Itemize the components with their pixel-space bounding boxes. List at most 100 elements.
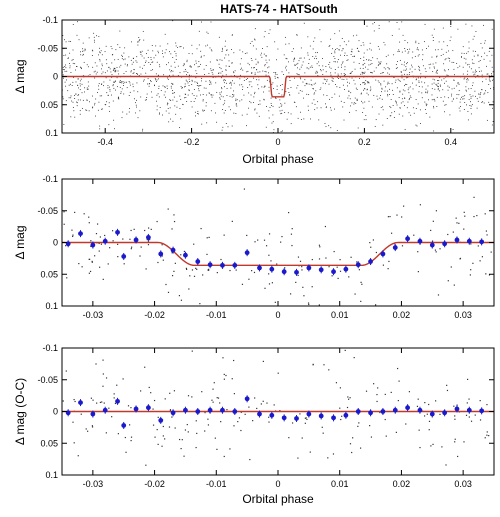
raw-point: [223, 86, 225, 88]
x-tick-label: 0.2: [358, 137, 371, 147]
raw-point: [141, 55, 143, 57]
raw-point: [199, 303, 201, 305]
raw-point: [335, 84, 336, 85]
y-tick-label: 0: [53, 72, 58, 82]
raw-point: [251, 270, 253, 272]
raw-point: [277, 77, 279, 79]
raw-point: [149, 238, 151, 241]
raw-point: [385, 86, 387, 88]
raw-point: [368, 82, 370, 84]
raw-point: [380, 84, 382, 86]
y-tick-label: 0.1: [45, 470, 58, 480]
raw-point: [275, 72, 277, 73]
raw-point: [370, 436, 373, 438]
raw-point: [349, 73, 351, 74]
raw-point: [382, 264, 385, 266]
raw-point: [88, 110, 90, 112]
raw-point: [254, 91, 256, 93]
raw-point: [149, 83, 151, 84]
raw-point: [146, 53, 147, 55]
raw-point: [147, 83, 149, 85]
raw-point: [152, 408, 154, 410]
raw-point: [187, 431, 189, 433]
raw-point: [139, 39, 141, 41]
raw-point: [322, 74, 324, 75]
raw-point: [268, 33, 270, 34]
raw-point: [336, 129, 338, 131]
raw-point: [108, 407, 110, 409]
raw-point: [284, 267, 286, 269]
raw-point: [365, 114, 367, 116]
raw-point: [288, 211, 290, 214]
raw-point: [235, 104, 237, 106]
raw-point: [459, 257, 462, 260]
raw-point: [144, 229, 146, 232]
raw-point: [218, 36, 220, 38]
raw-point: [203, 68, 205, 70]
raw-point: [464, 95, 466, 97]
raw-point: [165, 110, 167, 112]
raw-point: [82, 42, 84, 44]
raw-point: [350, 72, 352, 74]
raw-point: [418, 42, 420, 44]
raw-point: [465, 58, 467, 60]
raw-point: [385, 68, 387, 70]
raw-point: [415, 84, 417, 86]
raw-point: [142, 30, 144, 32]
raw-point: [449, 114, 451, 116]
raw-point: [433, 82, 435, 84]
raw-point: [138, 41, 140, 43]
raw-point: [101, 83, 103, 85]
raw-point: [244, 413, 246, 415]
raw-point: [268, 59, 270, 61]
raw-point: [223, 112, 225, 114]
raw-point: [459, 110, 461, 112]
binned-point: [78, 231, 83, 237]
raw-point: [115, 70, 117, 72]
raw-point: [446, 45, 448, 47]
raw-point: [114, 402, 117, 405]
raw-point: [75, 81, 77, 83]
raw-point: [427, 85, 429, 87]
raw-point: [155, 54, 157, 56]
raw-point: [331, 79, 333, 81]
raw-point: [253, 271, 256, 274]
raw-point: [340, 100, 342, 102]
raw-point: [270, 97, 272, 99]
raw-point: [376, 393, 378, 396]
raw-point: [409, 48, 411, 50]
raw-point: [433, 99, 435, 101]
raw-point: [359, 77, 360, 79]
raw-point: [470, 243, 472, 245]
raw-point: [375, 304, 377, 306]
raw-point: [456, 404, 458, 406]
raw-point: [91, 426, 94, 428]
raw-point: [235, 100, 237, 102]
raw-point: [285, 43, 287, 45]
raw-point: [148, 85, 150, 87]
raw-point: [232, 80, 233, 82]
raw-point: [261, 86, 263, 88]
raw-point: [134, 112, 136, 114]
raw-point: [101, 65, 103, 67]
raw-point: [174, 262, 176, 264]
raw-point: [364, 83, 366, 85]
raw-point: [74, 98, 76, 99]
raw-point: [387, 216, 389, 218]
raw-point: [113, 68, 115, 70]
raw-point: [419, 446, 421, 449]
raw-point: [339, 259, 341, 261]
raw-point: [164, 86, 166, 88]
raw-point: [386, 63, 388, 65]
raw-point: [407, 62, 408, 64]
raw-point: [96, 402, 98, 404]
raw-point: [322, 82, 324, 84]
raw-point: [210, 94, 212, 96]
raw-point: [391, 83, 393, 85]
raw-point: [334, 61, 336, 63]
raw-point: [216, 448, 218, 450]
raw-point: [453, 284, 455, 286]
raw-point: [87, 88, 89, 90]
raw-point: [294, 77, 295, 79]
raw-point: [93, 36, 95, 38]
